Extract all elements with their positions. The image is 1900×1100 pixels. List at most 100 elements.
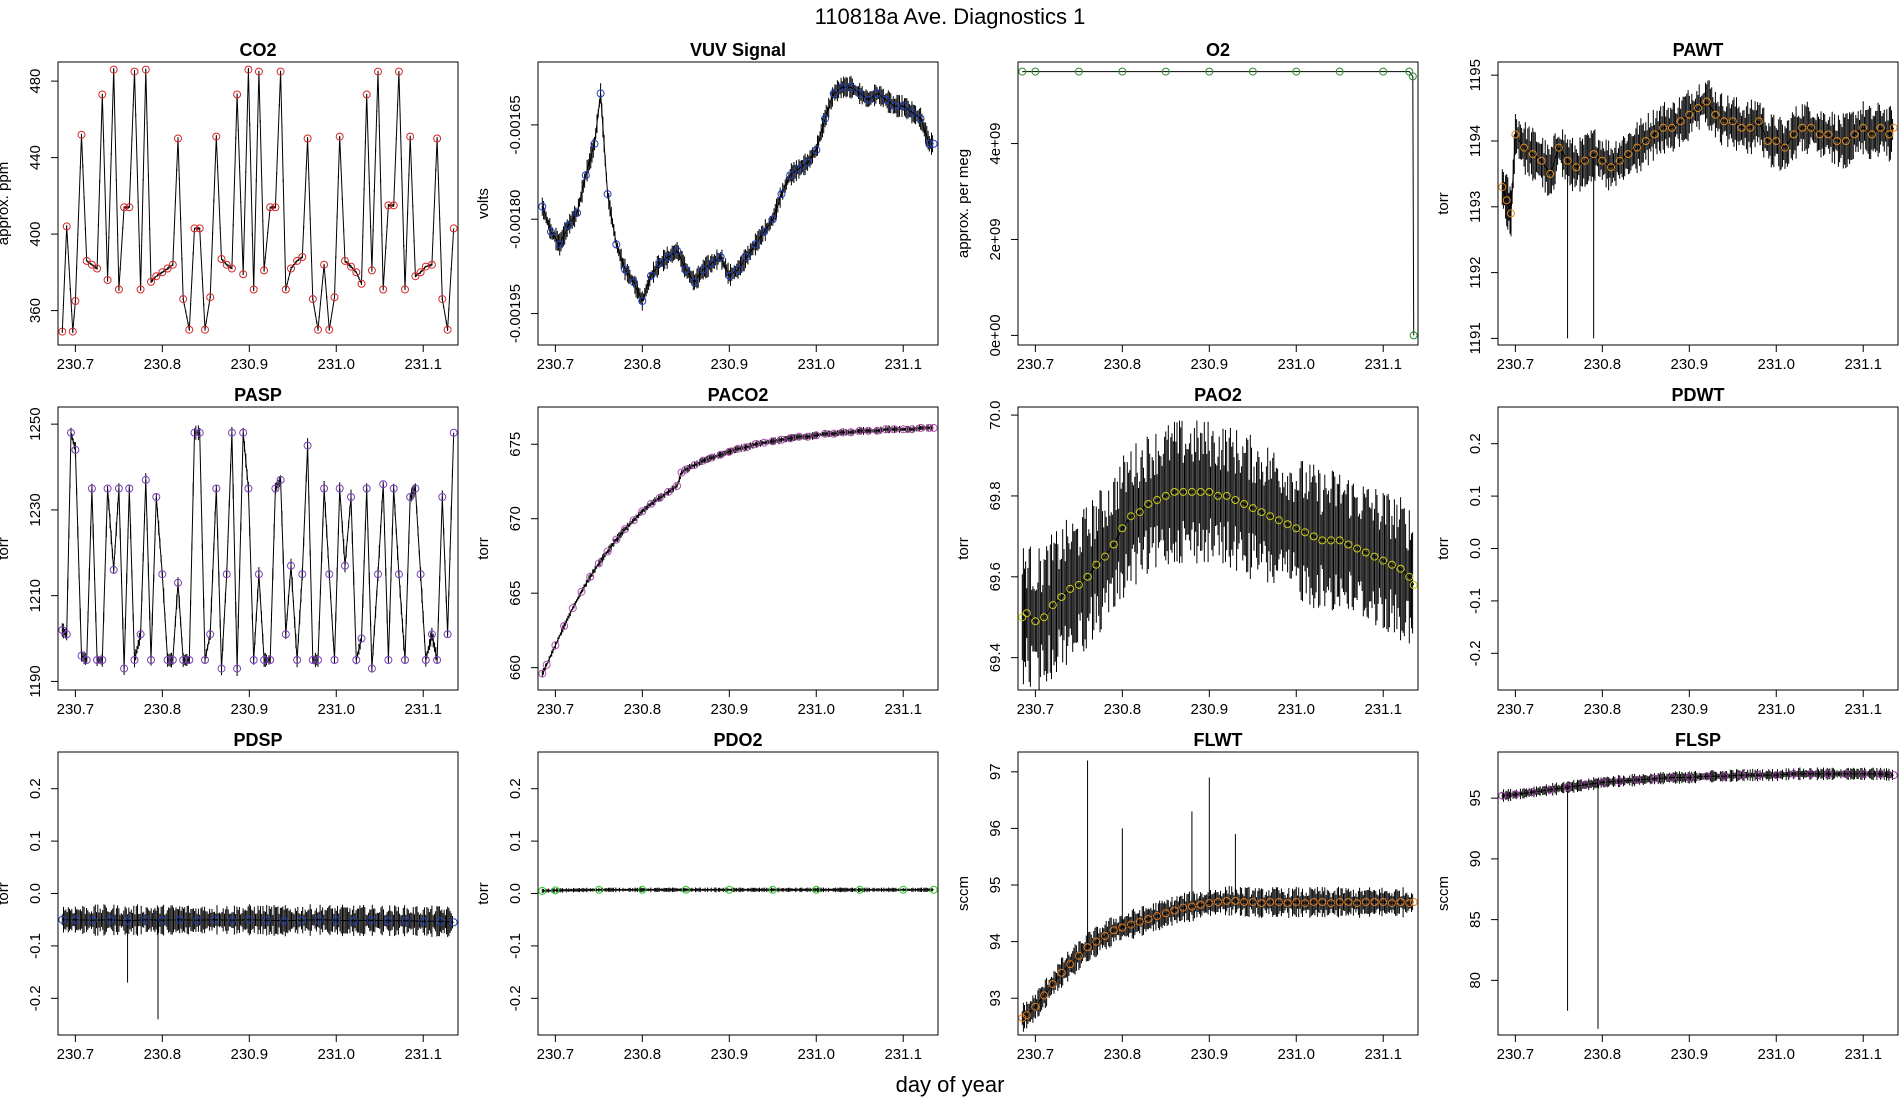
- x-tick-label: 231.1: [1364, 701, 1402, 718]
- data-point: [406, 493, 415, 501]
- x-tick-label: 230.8: [1584, 701, 1622, 718]
- plot-area: [58, 425, 458, 676]
- subplot-title: PDSP: [233, 730, 282, 750]
- data-point: [1170, 906, 1179, 915]
- data-point: [847, 428, 855, 437]
- data-point: [449, 918, 458, 927]
- data-point: [158, 570, 167, 579]
- data-point: [330, 293, 339, 302]
- data-point: [1520, 143, 1529, 152]
- data-point: [341, 256, 349, 265]
- data-point: [1101, 552, 1109, 561]
- data-point: [1118, 524, 1127, 533]
- data-point: [812, 146, 821, 154]
- y-axis-label: approx. ppm: [0, 162, 12, 245]
- data-point: [109, 565, 118, 574]
- data-point: [1231, 496, 1240, 504]
- data-point: [266, 656, 275, 664]
- data-point: [179, 656, 188, 664]
- y-tick-label: -0.00180: [507, 190, 524, 249]
- data-point: [1031, 67, 1040, 76]
- data-point: [411, 272, 420, 281]
- x-tick-label: 230.9: [711, 1046, 749, 1063]
- data-point: [352, 656, 361, 664]
- x-tick-label: 230.7: [537, 1046, 575, 1063]
- data-point: [276, 475, 285, 484]
- data-point: [1083, 572, 1092, 581]
- data-point: [93, 656, 102, 664]
- data-point: [98, 90, 107, 99]
- data-point: [106, 915, 115, 924]
- y-axis-label: approx. per meg: [955, 149, 972, 258]
- data-point: [716, 450, 725, 459]
- data-point: [163, 264, 172, 273]
- data-point: [233, 90, 242, 99]
- data-point: [1022, 1011, 1031, 1020]
- data-point: [734, 265, 742, 274]
- data-point: [335, 484, 344, 493]
- data-point: [1711, 110, 1720, 119]
- data-point: [245, 915, 254, 924]
- data-point: [1554, 143, 1563, 152]
- y-tick-label: 95: [987, 877, 1004, 894]
- data-point: [768, 437, 777, 446]
- data-point: [287, 264, 295, 273]
- data-point: [260, 266, 269, 275]
- data-point: [438, 493, 447, 501]
- data-point: [681, 265, 690, 274]
- data-point: [168, 656, 177, 664]
- data-point: [222, 570, 231, 579]
- data-point: [298, 570, 307, 579]
- data-point: [262, 916, 271, 925]
- x-tick-label: 230.8: [144, 356, 182, 373]
- data-point: [1676, 117, 1685, 126]
- data-point: [1396, 564, 1405, 573]
- x-tick-label: 231.1: [884, 1046, 922, 1063]
- data-point: [206, 630, 215, 639]
- mean-trace: [61, 432, 455, 669]
- data-point: [1528, 150, 1537, 159]
- data-point: [87, 260, 96, 269]
- y-tick-label: 0.1: [1467, 486, 1484, 507]
- data-point: [427, 260, 436, 269]
- x-tick-label: 230.8: [1584, 1046, 1622, 1063]
- data-point: [1781, 143, 1789, 152]
- x-tick-label: 231.0: [1757, 1046, 1795, 1063]
- y-axis-label: torr: [475, 537, 492, 560]
- y-tick-label: 1194: [1467, 125, 1484, 157]
- data-point: [1502, 196, 1511, 205]
- data-point: [929, 139, 938, 148]
- subplot-flwt: FLWT sccm 230.7 230.8 230.9 231.0 231.1 93 94 95 9…: [955, 730, 1419, 1063]
- subplot-title: PASP: [234, 385, 282, 405]
- data-point: [152, 493, 161, 501]
- data-point: [1702, 772, 1711, 781]
- data-point: [1179, 487, 1188, 496]
- data-point: [586, 572, 595, 581]
- data-point: [577, 587, 586, 596]
- x-tick-label: 230.7: [537, 701, 575, 718]
- data-point: [1511, 130, 1520, 139]
- y-tick-label: 69.4: [987, 643, 1004, 672]
- data-point: [123, 916, 132, 925]
- subplot-title: VUV Signal: [690, 40, 786, 60]
- x-tick-label: 230.9: [231, 701, 269, 718]
- data-point: [1528, 788, 1537, 797]
- data-point: [907, 108, 916, 117]
- x-tick-label: 231.0: [797, 356, 835, 373]
- data-point: [907, 425, 916, 434]
- data-point: [673, 481, 682, 490]
- x-tick-label: 230.9: [1671, 701, 1709, 718]
- data-point: [1161, 491, 1170, 500]
- data-point: [389, 484, 398, 493]
- x-tick-label: 230.7: [1017, 356, 1055, 373]
- plot-frame: [1497, 61, 1899, 346]
- mean-trace: [541, 427, 934, 674]
- data-point: [812, 885, 821, 894]
- x-tick-label: 230.9: [711, 701, 749, 718]
- data-point: [1659, 123, 1668, 132]
- data-point: [794, 164, 803, 173]
- data-point: [1772, 771, 1781, 780]
- data-point: [1018, 67, 1027, 76]
- data-point: [1074, 67, 1083, 76]
- data-point: [603, 190, 612, 199]
